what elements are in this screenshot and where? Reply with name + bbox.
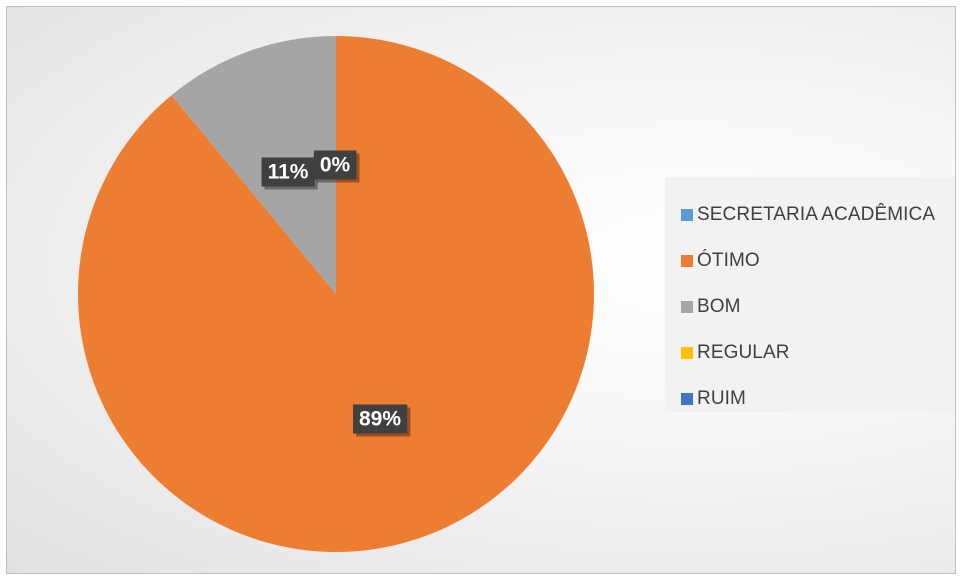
data-label-box xyxy=(261,157,315,187)
legend-label: RUIM xyxy=(697,388,746,409)
legend: SECRETARIA ACADÊMICA ÓTIMO BOM REGULAR R… xyxy=(665,177,955,412)
data-label-box xyxy=(352,404,408,434)
pie-slices xyxy=(77,36,595,552)
legend-label: BOM xyxy=(697,296,741,317)
pie-slice-bom xyxy=(171,36,336,294)
legend-item-regular: REGULAR xyxy=(681,330,955,376)
legend-item-otimo: ÓTIMO xyxy=(681,238,955,284)
data-label-otimo: 89% xyxy=(352,404,411,437)
data-labels: 89% 11% 0% xyxy=(261,150,411,437)
legend-swatch xyxy=(681,393,693,405)
legend-item-secretaria-academica: SECRETARIA ACADÊMICA xyxy=(681,192,955,238)
data-label-text: 11% xyxy=(268,161,309,184)
legend-label: REGULAR xyxy=(697,342,790,363)
legend-swatch xyxy=(681,347,693,359)
legend-label: SECRETARIA ACADÊMICA xyxy=(697,204,936,225)
pie-chart: 89% 11% 0% xyxy=(77,36,595,552)
data-label-text: 0% xyxy=(320,154,351,177)
data-label-bom: 11% xyxy=(261,157,318,190)
chart-area: 89% 11% 0% SECRETARIA ACADÊMICA ÓTIMO BOM … xyxy=(6,6,956,574)
data-label-regular: 0% xyxy=(313,150,360,183)
legend-swatch xyxy=(681,255,693,267)
legend-swatch xyxy=(681,209,693,221)
legend-swatch xyxy=(681,301,693,313)
legend-label: ÓTIMO xyxy=(697,250,760,271)
legend-item-ruim: RUIM xyxy=(681,376,955,422)
legend-item-bom: BOM xyxy=(681,284,955,330)
data-label-box xyxy=(313,150,357,180)
data-label-text: 89% xyxy=(359,408,401,431)
